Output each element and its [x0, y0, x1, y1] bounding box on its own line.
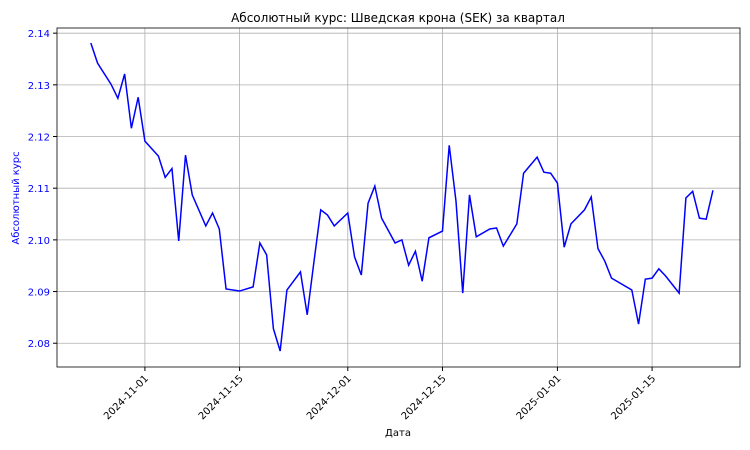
chart-title: Абсолютный курс: Шведская крона (SEK) за…: [231, 11, 565, 25]
y-axis-label: Абсолютный курс: [11, 151, 22, 244]
x-tick-label: 2024-11-15: [197, 373, 246, 422]
y-tick-label: 2.13: [28, 81, 50, 92]
plot-frame: [56, 27, 741, 368]
data-line: [90, 42, 714, 352]
y-tick-label: 2.14: [28, 29, 50, 40]
x-tick-label: 2024-12-15: [400, 373, 449, 422]
y-tick-label: 2.09: [28, 288, 50, 299]
y-tick-label: 2.11: [28, 184, 50, 195]
x-axis-label: Дата: [385, 428, 411, 439]
x-tick-label: 2024-12-01: [305, 373, 354, 422]
y-tick-label: 2.08: [28, 339, 50, 350]
y-tick-label: 2.10: [28, 236, 50, 247]
x-tick-label: 2024-11-01: [102, 373, 151, 422]
y-tick-label: 2.12: [28, 133, 50, 144]
x-tick-label: 2025-01-01: [515, 373, 564, 422]
x-tick-label: 2025-01-15: [609, 373, 658, 422]
